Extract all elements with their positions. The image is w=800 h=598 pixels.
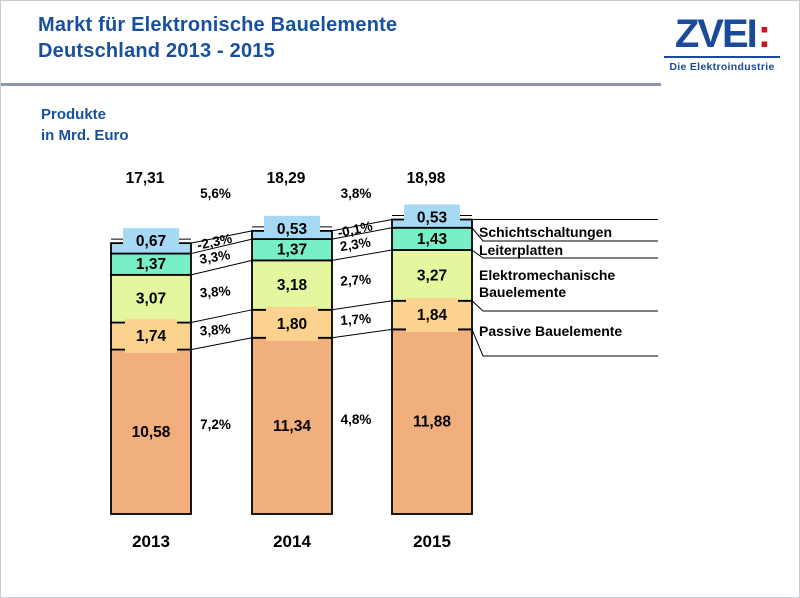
connector-elektromechanische-bauelemente-0 <box>190 259 253 276</box>
connector-passive-bauelemente-1 <box>331 300 393 311</box>
category-label-leiterplatten: Leiterplatten <box>479 242 563 258</box>
bar-segment-2015-elektromechanische-bauelemente <box>391 249 473 302</box>
connector-passive-bauelemente-0 <box>190 309 253 324</box>
connector-schichtschaltungen-0 <box>190 230 253 244</box>
bar-segment-2015-unlabeled <box>391 328 473 515</box>
value-2014-elektromechanische-bauelemente: 3,18 <box>277 277 308 294</box>
year-label-2015: 2015 <box>413 532 451 551</box>
category-label-passive-bauelemente: Passive Bauelemente <box>479 323 622 339</box>
title-line-1: Markt für Elektronische Bauelemente <box>38 14 398 36</box>
total-2014: 18,29 <box>267 170 306 187</box>
growth-unlabeled-0: 7,2% <box>200 417 231 432</box>
logo-subtitle: Die Elektroindustrie <box>664 56 780 73</box>
zvei-logo: ZVEI: Die Elektroindustrie <box>664 14 780 73</box>
value-chip-2015-passive-bauelemente <box>406 298 458 333</box>
total-growth-0: 5,6% <box>200 186 231 201</box>
logo-wordmark: ZVEI: <box>664 14 780 54</box>
connector-leiterplatten-1 <box>331 227 393 240</box>
value-2014-leiterplatten: 1,37 <box>277 242 307 259</box>
unit-note-line-2: in Mrd. Euro <box>41 127 129 144</box>
bar-segment-2013-unlabeled <box>110 348 192 515</box>
page-title: Markt für Elektronische Bauelemente Deut… <box>38 12 397 64</box>
year-label-2013: 2013 <box>132 532 170 551</box>
growth-elektromechanische-bauelemente-0: 3,8% <box>199 283 231 300</box>
growth-leiterplatten-0: 3,3% <box>198 247 231 267</box>
total-2013: 17,31 <box>126 170 165 187</box>
connector-unlabeled-0 <box>190 337 253 351</box>
growth-schichtschaltungen-1: -0,1% <box>336 218 374 240</box>
callout-line-unlabeled <box>471 329 658 357</box>
value-chip-2014-schichtschaltungen <box>264 215 320 238</box>
growth-unlabeled-1: 4,8% <box>341 412 372 427</box>
year-label-2014: 2014 <box>273 532 311 551</box>
bar-segment-2014-elektromechanische-bauelemente <box>251 259 333 311</box>
growth-elektromechanische-bauelemente-1: 2,7% <box>340 272 372 289</box>
connector-elektromechanische-bauelemente-1 <box>331 249 393 261</box>
value-2013-elektromechanische-bauelemente: 3,07 <box>136 291 166 308</box>
logo-brand-text: ZVEI <box>674 12 758 56</box>
value-2015-schichtschaltungen: 0,53 <box>417 210 448 227</box>
callout-line-elektromechanische-bauelemente <box>471 249 658 259</box>
growth-schichtschaltungen-0: -2,3% <box>196 231 234 253</box>
callout-line-leiterplatten <box>471 227 658 242</box>
connector-leiterplatten-0 <box>190 238 253 255</box>
value-chip-2013-schichtschaltungen <box>123 228 179 251</box>
bar-segment-2014-unlabeled <box>251 336 333 515</box>
growth-leiterplatten-1: 2,3% <box>339 235 372 255</box>
total-2015: 18,98 <box>407 170 446 187</box>
category-label-schichtschaltungen: Schichtschaltungen <box>479 224 612 240</box>
header-divider <box>1 83 661 86</box>
value-chip-2014-passive-bauelemente <box>266 306 318 341</box>
connector-schichtschaltungen-1 <box>331 219 393 232</box>
value-2015-elektromechanische-bauelemente: 3,27 <box>417 267 447 284</box>
category-label-elektromechanische-bauelemente: Elektromechanische <box>479 267 615 283</box>
value-2013-leiterplatten: 1,37 <box>136 256 166 273</box>
connector-unlabeled-1 <box>331 328 393 339</box>
title-line-2: Deutschland 2013 - 2015 <box>38 40 275 62</box>
value-2014-unlabeled: 11,34 <box>273 418 311 435</box>
category-label-elektromechanische-bauelemente-line2: Bauelemente <box>479 284 566 300</box>
value-2015-leiterplatten: 1,43 <box>417 231 448 248</box>
value-2013-unlabeled: 10,58 <box>132 424 171 441</box>
value-2014-passive-bauelemente: 1,80 <box>277 316 307 333</box>
value-chip-2015-schichtschaltungen <box>404 204 460 227</box>
growth-passive-bauelemente-0: 3,8% <box>199 321 231 338</box>
unit-note: Produkte in Mrd. Euro <box>41 104 129 146</box>
value-2015-passive-bauelemente: 1,84 <box>417 307 448 324</box>
value-2014-schichtschaltungen: 0,53 <box>277 221 308 238</box>
total-growth-1: 3,8% <box>341 186 372 201</box>
value-chip-2013-passive-bauelemente <box>125 319 177 354</box>
logo-colon: : <box>757 12 771 56</box>
value-2013-passive-bauelemente: 1,74 <box>136 328 167 345</box>
callout-line-passive-bauelemente <box>471 300 658 312</box>
growth-passive-bauelemente-1: 1,7% <box>340 311 372 328</box>
value-2013-schichtschaltungen: 0,67 <box>136 233 166 250</box>
unit-note-line-1: Produkte <box>41 106 107 123</box>
value-2015-unlabeled: 11,88 <box>413 414 451 431</box>
